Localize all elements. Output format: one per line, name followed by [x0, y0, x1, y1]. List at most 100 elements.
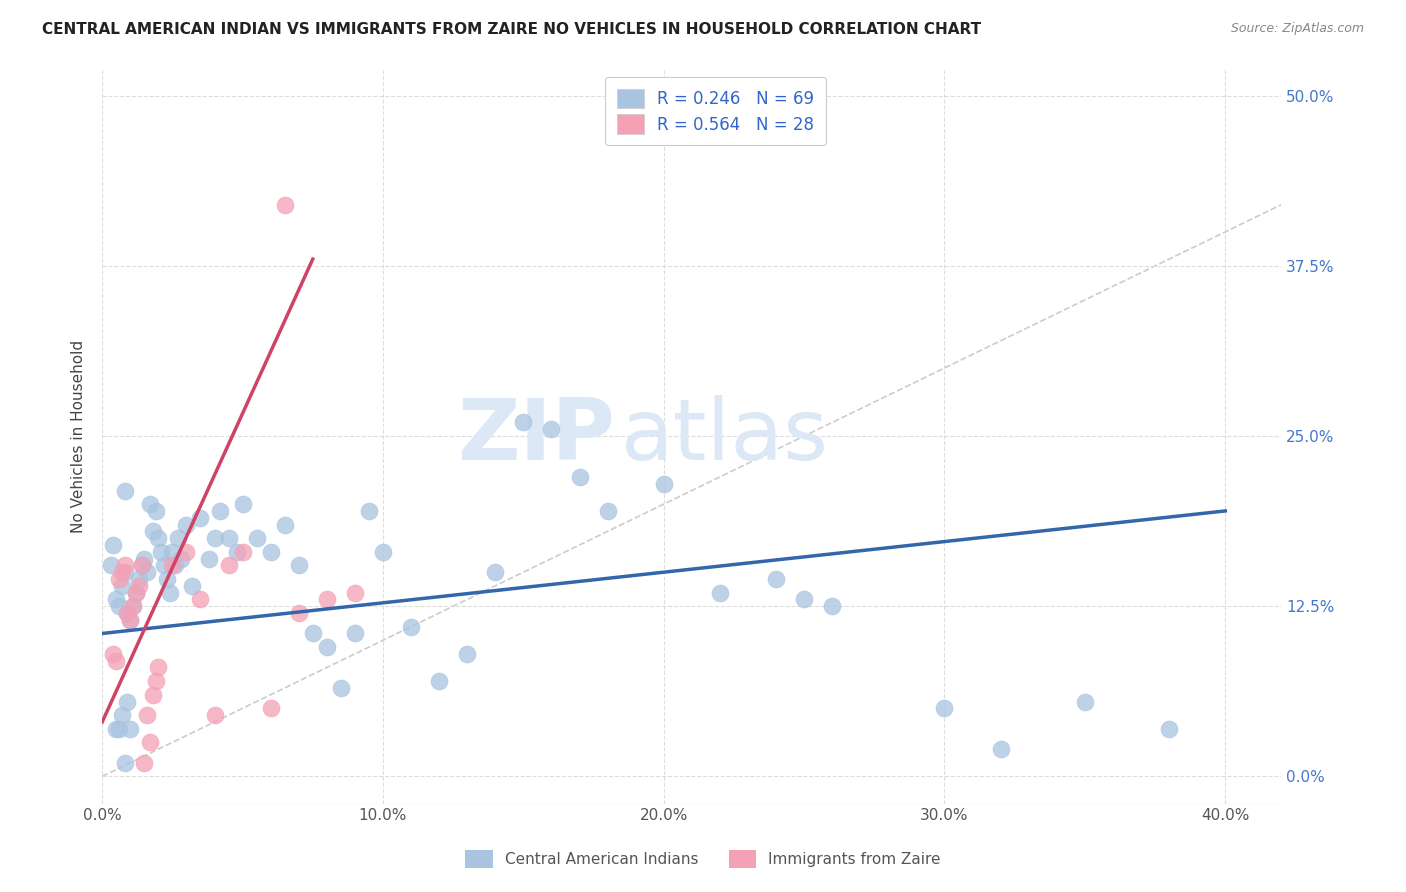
- Point: [162, 558, 184, 573]
- Point: [315, 592, 337, 607]
- Point: [111, 708, 134, 723]
- Point: [128, 579, 150, 593]
- Point: [301, 626, 323, 640]
- Point: [167, 531, 190, 545]
- Legend: Central American Indians, Immigrants from Zaire: Central American Indians, Immigrants fro…: [457, 843, 949, 875]
- Point: [315, 640, 337, 654]
- Point: [765, 572, 787, 586]
- Point: [117, 694, 139, 708]
- Point: [260, 701, 283, 715]
- Point: [596, 504, 619, 518]
- Point: [122, 599, 145, 614]
- Point: [139, 735, 162, 749]
- Point: [357, 504, 380, 518]
- Point: [100, 558, 122, 573]
- Point: [148, 660, 170, 674]
- Point: [170, 551, 193, 566]
- Point: [134, 551, 156, 566]
- Point: [145, 674, 167, 689]
- Point: [371, 545, 394, 559]
- Point: [793, 592, 815, 607]
- Point: [103, 647, 125, 661]
- Point: [142, 688, 165, 702]
- Point: [218, 558, 240, 573]
- Point: [934, 701, 956, 715]
- Point: [153, 558, 176, 573]
- Point: [142, 524, 165, 539]
- Point: [136, 708, 159, 723]
- Point: [125, 585, 148, 599]
- Text: ZIP: ZIP: [457, 394, 616, 477]
- Point: [122, 599, 145, 614]
- Point: [117, 606, 139, 620]
- Point: [181, 579, 204, 593]
- Point: [273, 197, 295, 211]
- Point: [204, 531, 226, 545]
- Point: [114, 483, 136, 498]
- Point: [990, 742, 1012, 756]
- Point: [1074, 694, 1097, 708]
- Point: [120, 613, 142, 627]
- Point: [120, 613, 142, 627]
- Point: [114, 558, 136, 573]
- Point: [540, 422, 562, 436]
- Point: [226, 545, 249, 559]
- Point: [108, 722, 131, 736]
- Point: [198, 551, 221, 566]
- Point: [136, 565, 159, 579]
- Point: [232, 545, 254, 559]
- Legend: R = 0.246   N = 69, R = 0.564   N = 28: R = 0.246 N = 69, R = 0.564 N = 28: [605, 77, 825, 145]
- Point: [105, 722, 128, 736]
- Point: [128, 572, 150, 586]
- Point: [427, 674, 450, 689]
- Point: [134, 756, 156, 770]
- Point: [456, 647, 478, 661]
- Point: [1159, 722, 1181, 736]
- Point: [204, 708, 226, 723]
- Point: [246, 531, 269, 545]
- Point: [512, 416, 534, 430]
- Point: [176, 545, 198, 559]
- Point: [709, 585, 731, 599]
- Point: [114, 565, 136, 579]
- Point: [209, 504, 232, 518]
- Point: [150, 545, 173, 559]
- Point: [343, 626, 366, 640]
- Point: [162, 545, 184, 559]
- Point: [105, 654, 128, 668]
- Point: [108, 599, 131, 614]
- Point: [329, 681, 352, 695]
- Point: [131, 558, 153, 573]
- Point: [145, 504, 167, 518]
- Point: [117, 606, 139, 620]
- Point: [190, 510, 212, 524]
- Point: [176, 517, 198, 532]
- Text: CENTRAL AMERICAN INDIAN VS IMMIGRANTS FROM ZAIRE NO VEHICLES IN HOUSEHOLD CORREL: CENTRAL AMERICAN INDIAN VS IMMIGRANTS FR…: [42, 22, 981, 37]
- Point: [652, 476, 675, 491]
- Point: [111, 579, 134, 593]
- Point: [287, 558, 309, 573]
- Point: [120, 722, 142, 736]
- Point: [190, 592, 212, 607]
- Point: [399, 620, 422, 634]
- Point: [111, 565, 134, 579]
- Point: [131, 558, 153, 573]
- Point: [343, 585, 366, 599]
- Point: [125, 585, 148, 599]
- Point: [148, 531, 170, 545]
- Point: [273, 517, 295, 532]
- Point: [232, 497, 254, 511]
- Y-axis label: No Vehicles in Household: No Vehicles in Household: [72, 340, 86, 533]
- Point: [103, 538, 125, 552]
- Point: [159, 585, 181, 599]
- Point: [108, 572, 131, 586]
- Point: [287, 606, 309, 620]
- Point: [114, 756, 136, 770]
- Point: [156, 572, 179, 586]
- Point: [484, 565, 506, 579]
- Point: [165, 558, 187, 573]
- Point: [139, 497, 162, 511]
- Text: Source: ZipAtlas.com: Source: ZipAtlas.com: [1230, 22, 1364, 36]
- Point: [568, 470, 591, 484]
- Point: [105, 592, 128, 607]
